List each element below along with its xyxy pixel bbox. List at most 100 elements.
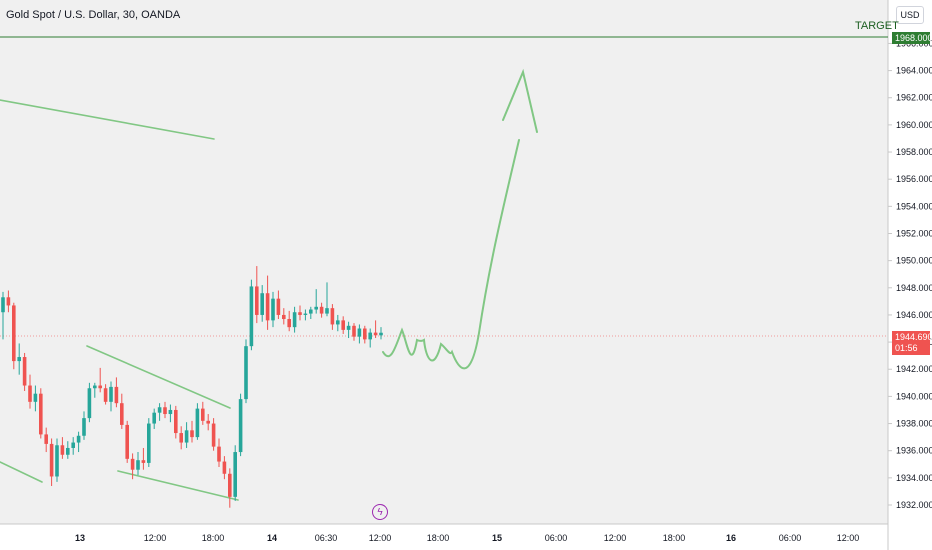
- candle: [363, 325, 367, 344]
- candle: [292, 306, 297, 333]
- candle: [179, 426, 183, 450]
- price-tick-label: 1960.000: [896, 120, 932, 130]
- candle-body: [130, 458, 135, 470]
- candle-body: [147, 423, 151, 463]
- candle-body: [282, 314, 286, 320]
- candle: [287, 310, 291, 332]
- candle: [136, 452, 140, 476]
- candle-body: [211, 423, 216, 447]
- time-tick-label: 13: [75, 533, 85, 543]
- price-tick-label: 1940.000: [896, 391, 932, 401]
- candle: [379, 327, 383, 340]
- candle: [228, 468, 232, 508]
- candle: [357, 324, 362, 344]
- candle: [222, 456, 227, 480]
- time-tick-label: 16: [726, 533, 736, 543]
- candle: [60, 437, 65, 459]
- candle: [330, 304, 335, 330]
- candle: [352, 323, 356, 341]
- time-tick-label: 06:00: [545, 533, 568, 543]
- candle: [341, 316, 345, 334]
- candle: [260, 285, 264, 322]
- time-tick-label: 12:00: [604, 533, 627, 543]
- projection-arrowhead: [502, 68, 538, 133]
- flash-icon[interactable]: ϟ: [372, 504, 388, 520]
- candle: [271, 291, 275, 328]
- candle-body: [141, 460, 146, 463]
- candle-body: [249, 286, 254, 347]
- candle-body: [152, 412, 156, 424]
- candle-body: [330, 308, 335, 325]
- candle: [49, 438, 54, 486]
- candle-body: [103, 388, 108, 402]
- candle-body: [125, 424, 129, 459]
- price-tick-label: 1956.000: [896, 174, 932, 184]
- price-tick-label: 1958.000: [896, 147, 932, 157]
- candle: [147, 418, 151, 467]
- candle-body: [379, 332, 383, 336]
- candle-body: [287, 319, 291, 328]
- price-tick-label: 1942.000: [896, 364, 932, 374]
- candle-body: [1, 297, 5, 313]
- candle: [125, 420, 129, 463]
- price-tick-label: 1962.000: [896, 93, 932, 103]
- candle: [238, 393, 243, 457]
- candle-body: [76, 435, 81, 443]
- candle-body: [163, 407, 167, 415]
- chart-title: Gold Spot / U.S. Dollar, 30, OANDA: [6, 9, 181, 21]
- price-tick-label: 1964.000: [896, 66, 932, 76]
- candle: [319, 302, 324, 318]
- candle-body: [12, 305, 16, 362]
- target-price-tag: 1968.000: [892, 32, 932, 44]
- candle: [211, 418, 216, 451]
- candle-body: [195, 408, 200, 438]
- currency-button[interactable]: USD: [896, 6, 924, 24]
- candle-body: [6, 297, 11, 306]
- price-tick-label: 1954.000: [896, 201, 932, 211]
- candle: [33, 385, 38, 412]
- candle-body: [33, 393, 38, 402]
- candle: [114, 377, 119, 408]
- candle-body: [39, 393, 43, 435]
- candle: [336, 314, 340, 332]
- candle-body: [184, 430, 189, 443]
- candle-body: [168, 409, 173, 415]
- projection-path: [382, 139, 520, 370]
- candle: [163, 401, 167, 419]
- candle: [44, 427, 48, 453]
- candle: [195, 403, 200, 440]
- candle: [152, 408, 156, 429]
- candle: [309, 306, 313, 320]
- drawings[interactable]: [0, 68, 538, 501]
- candle-body: [319, 306, 324, 314]
- candle-body: [271, 298, 275, 321]
- candle-body: [109, 386, 113, 402]
- candle-body: [265, 293, 270, 321]
- candle-body: [276, 298, 281, 315]
- candle: [233, 445, 237, 501]
- candle-body: [255, 286, 259, 315]
- current-price-tag: 1944.690 01:56: [892, 331, 932, 355]
- time-tick-label: 14: [267, 533, 277, 543]
- price-tick-label: 1934.000: [896, 473, 932, 483]
- chart-plot-area[interactable]: [0, 0, 888, 524]
- candle: [76, 431, 81, 453]
- candle-body: [114, 386, 119, 404]
- candle-body: [17, 357, 21, 362]
- candle-body: [325, 308, 329, 314]
- candle: [346, 321, 351, 339]
- time-tick-label: 12:00: [369, 533, 392, 543]
- candle: [109, 381, 113, 412]
- target-label[interactable]: TARGET: [855, 20, 899, 32]
- candle-body: [292, 312, 297, 328]
- candle-body: [238, 399, 243, 453]
- candle: [201, 401, 205, 425]
- candle: [206, 414, 210, 431]
- candle: [325, 282, 329, 317]
- candle: [303, 309, 308, 321]
- price-tick-label: 1932.000: [896, 500, 932, 510]
- current-price-value: 1944.690: [895, 332, 932, 342]
- candle-body: [136, 460, 140, 470]
- candle-body: [201, 408, 205, 421]
